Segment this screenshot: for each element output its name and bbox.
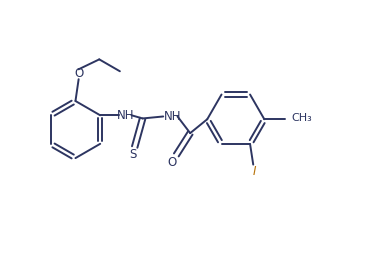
Text: NH: NH bbox=[163, 110, 181, 123]
Text: S: S bbox=[129, 148, 137, 161]
Text: O: O bbox=[167, 156, 176, 169]
Text: NH: NH bbox=[117, 109, 134, 122]
Text: O: O bbox=[74, 67, 83, 80]
Text: CH₃: CH₃ bbox=[291, 113, 312, 123]
Text: I: I bbox=[252, 165, 256, 178]
